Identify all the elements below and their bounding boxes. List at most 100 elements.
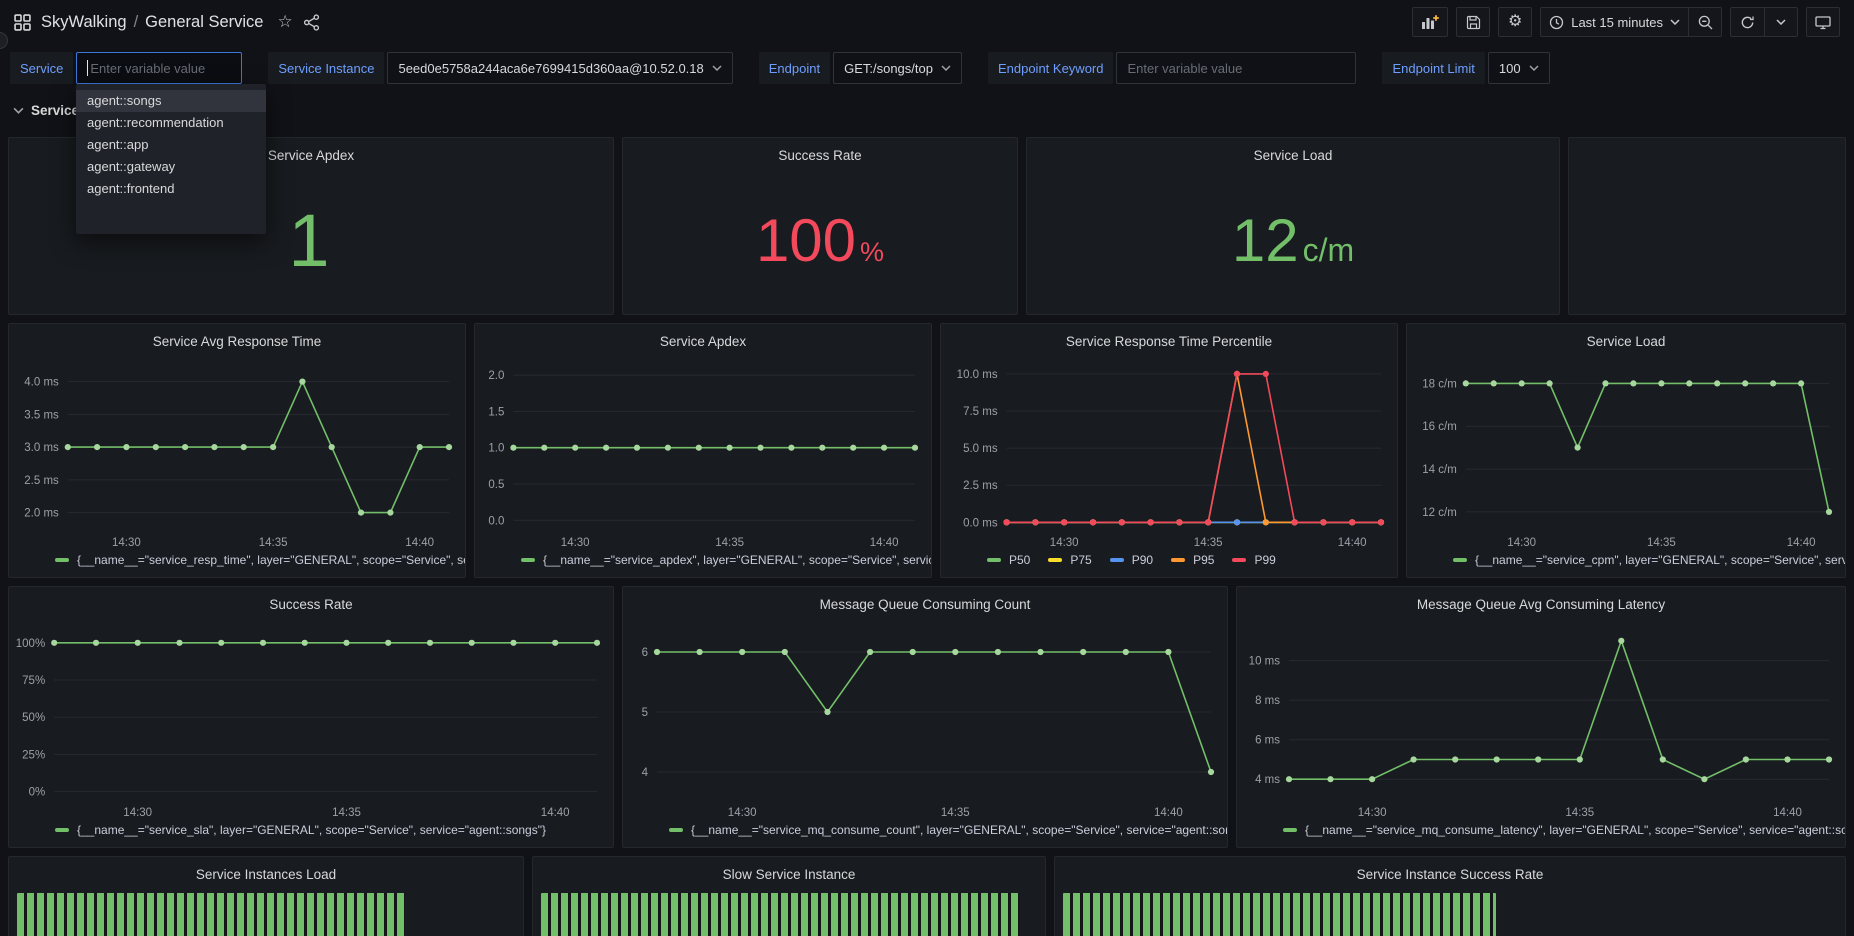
legend-item[interactable]: {__name__="service_cpm", layer="GENERAL"… xyxy=(1453,553,1845,567)
panel-success-rate-stat: Success Rate 100 % xyxy=(622,137,1018,315)
svg-text:4: 4 xyxy=(642,767,649,779)
endpoint-keyword-placeholder: Enter variable value xyxy=(1127,60,1243,76)
legend-item[interactable]: P99 xyxy=(1232,553,1276,567)
panel-title[interactable]: Service Response Time Percentile xyxy=(1065,333,1273,349)
dropdown-option[interactable]: agent::songs xyxy=(76,90,266,112)
legend-label: P99 xyxy=(1254,553,1276,567)
endpoint-limit-select[interactable]: 100 xyxy=(1487,52,1550,84)
svg-text:14:35: 14:35 xyxy=(259,537,288,549)
dashboards-grid-icon[interactable] xyxy=(14,13,31,31)
legend-label: P90 xyxy=(1131,553,1154,567)
stat-body: 12 c/m xyxy=(1027,166,1559,314)
save-icon xyxy=(1466,15,1480,29)
legend-swatch xyxy=(987,558,1001,562)
breadcrumb-page[interactable]: General Service xyxy=(145,12,264,31)
endpoint-select[interactable]: GET:/songs/top xyxy=(833,52,962,84)
line-chart: 10.0 ms 7.5 ms 5.0 ms 2.5 ms 0.0 ms 14:30 14:3… xyxy=(957,369,1385,549)
svg-text:14:35: 14:35 xyxy=(1647,537,1676,549)
save-dashboard-button[interactable] xyxy=(1456,7,1491,37)
chart-legend: {__name__="service_apdex", layer="GENERA… xyxy=(475,551,931,577)
panel-message-queue-consuming-count: Message Queue Consuming Count 6 5 4 14:30 14… xyxy=(622,586,1228,848)
row-header-label: Service xyxy=(31,103,80,118)
chevron-down-icon xyxy=(1529,65,1539,71)
legend-label: {__name__="service_sla", layer="GENERAL"… xyxy=(77,823,546,837)
row-collapse-chevron-icon xyxy=(13,107,24,114)
svg-text:7.5 ms: 7.5 ms xyxy=(963,406,998,418)
panel-title[interactable]: Message Queue Consuming Count xyxy=(819,596,1031,612)
panel-title[interactable]: Service Instance Success Rate xyxy=(1356,866,1544,882)
legend-label: P50 xyxy=(1009,553,1031,567)
stat-value: 12 c/m xyxy=(1232,206,1354,275)
chart-plot: 10 ms 8 ms 6 ms 4 ms 14:30 14:35 14:40 xyxy=(1237,615,1845,821)
favorite-star-icon[interactable]: ☆ xyxy=(277,12,293,31)
svg-text:16 c/m: 16 c/m xyxy=(1422,421,1457,433)
panel-service-load-stat: Service Load 12 c/m xyxy=(1026,137,1560,315)
legend-label: {__name__="service_mq_consume_count", la… xyxy=(691,823,1227,837)
legend-item[interactable]: {__name__="service_apdex", layer="GENERA… xyxy=(521,553,931,567)
panel-title[interactable]: Service Load xyxy=(1586,333,1666,349)
svg-text:3.0 ms: 3.0 ms xyxy=(24,442,59,454)
legend-item[interactable]: P95 xyxy=(1171,553,1214,567)
panel-title[interactable]: Service Load xyxy=(1253,147,1333,163)
legend-swatch xyxy=(1283,828,1297,832)
panel-title[interactable]: Service Instances Load xyxy=(195,866,337,882)
svg-text:14 c/m: 14 c/m xyxy=(1422,464,1457,476)
kiosk-mode-button[interactable] xyxy=(1806,7,1840,37)
dropdown-option[interactable]: agent::recommendation xyxy=(87,115,224,130)
legend-item[interactable]: P75 xyxy=(1048,553,1092,567)
chart-legend: {__name__="service_mq_consume_latency", … xyxy=(1237,821,1845,847)
legend-item[interactable]: {__name__="service_mq_consume_latency", … xyxy=(1283,823,1845,837)
endpoint-keyword-input[interactable]: Enter variable value xyxy=(1116,52,1357,84)
panel-title[interactable]: Message Queue Avg Consuming Latency xyxy=(1416,596,1666,612)
panel-title[interactable]: Service Apdex xyxy=(659,333,747,349)
dashboard-settings-button[interactable]: ⚙ xyxy=(1498,7,1533,37)
refresh-interval-picker[interactable] xyxy=(1764,7,1798,37)
bar-gauge xyxy=(1063,893,1497,936)
breadcrumb[interactable]: SkyWalking / General Service xyxy=(41,13,263,32)
legend-item[interactable]: {__name__="service_sla", layer="GENERAL"… xyxy=(55,823,546,837)
legend-item[interactable]: P90 xyxy=(1109,553,1154,567)
panel-title[interactable]: Success Rate xyxy=(269,596,353,612)
svg-text:14:30: 14:30 xyxy=(1358,807,1387,819)
panel-title[interactable]: Service Apdex xyxy=(267,147,355,163)
refresh-dashboard-button[interactable] xyxy=(1730,7,1764,37)
panel-success-rate-chart: Success Rate 100% 75% 50% 25% 0% 14:30 14:35 14… xyxy=(8,586,614,848)
row-header-service[interactable]: Service xyxy=(13,103,79,118)
dropdown-option[interactable]: agent::gateway xyxy=(87,159,176,174)
stat-body: 1 xyxy=(9,166,613,314)
legend-item[interactable]: P50 xyxy=(987,553,1030,567)
dropdown-option[interactable]: agent::frontend xyxy=(87,181,175,196)
chart-legend: {__name__="service_resp_time", layer="GE… xyxy=(9,551,465,577)
zoom-out-time-button[interactable] xyxy=(1688,7,1722,37)
svg-text:10 ms: 10 ms xyxy=(1249,656,1281,668)
stat-value: 100 % xyxy=(756,206,884,275)
service-instance-select[interactable]: 5eed0e5758a244aca6e7699415d360aa@10.52.0… xyxy=(387,52,733,84)
top-nav-bar: SkyWalking / General Service ☆ ⚙ xyxy=(0,0,1854,44)
var-endpoint-label: Endpoint xyxy=(758,52,831,84)
svg-text:18 c/m: 18 c/m xyxy=(1422,378,1457,390)
legend-item[interactable]: {__name__="service_resp_time", layer="GE… xyxy=(55,553,465,567)
line-chart: 10 ms 8 ms 6 ms 4 ms 14:30 14:35 14:40 xyxy=(1249,637,1833,819)
svg-text:8 ms: 8 ms xyxy=(1255,695,1280,707)
service-variable-input[interactable]: Enter variable value xyxy=(76,52,243,84)
panel-title[interactable]: Success Rate xyxy=(778,147,862,163)
legend-swatch xyxy=(669,828,683,832)
time-range-picker[interactable]: Last 15 minutes xyxy=(1540,7,1688,37)
dropdown-option[interactable]: agent::app xyxy=(87,137,149,152)
legend-item[interactable]: {__name__="service_mq_consume_count", la… xyxy=(669,823,1227,837)
svg-text:12 c/m: 12 c/m xyxy=(1422,507,1457,519)
dashboard-variables-row: Service Enter variable value Service Ins… xyxy=(0,44,1854,92)
svg-text:14:30: 14:30 xyxy=(728,807,757,819)
share-icon[interactable] xyxy=(303,13,320,31)
legend-swatch xyxy=(1048,558,1063,562)
svg-text:14:30: 14:30 xyxy=(1050,537,1079,549)
add-panel-button[interactable] xyxy=(1412,7,1449,37)
panel-title[interactable]: Service Avg Response Time xyxy=(152,333,322,349)
svg-text:2.0: 2.0 xyxy=(488,370,504,382)
svg-text:14:35: 14:35 xyxy=(941,807,970,819)
breadcrumb-app[interactable]: SkyWalking xyxy=(41,12,127,31)
svg-text:100%: 100% xyxy=(16,638,45,650)
panel-title[interactable]: Slow Service Instance xyxy=(722,866,856,882)
legend-swatch xyxy=(55,558,69,562)
